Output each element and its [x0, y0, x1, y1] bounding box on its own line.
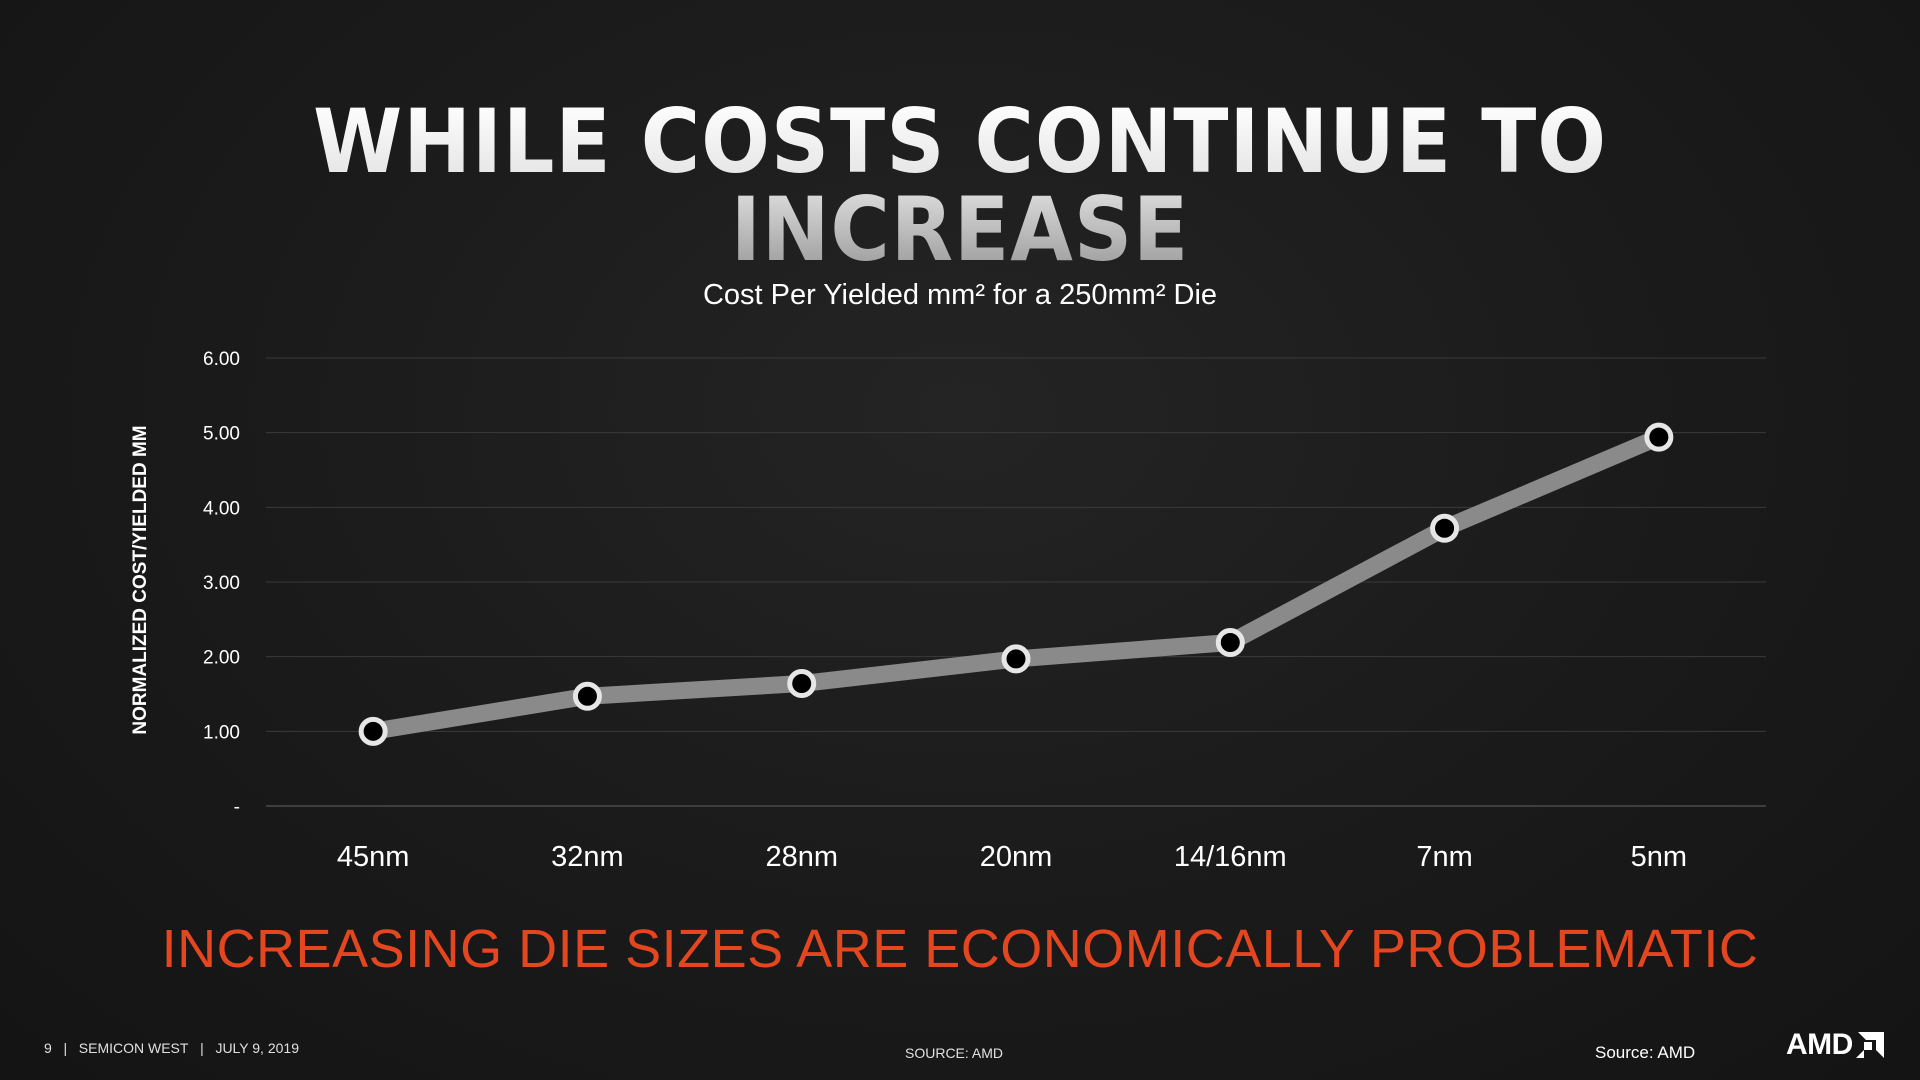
data-point: [1001, 644, 1031, 674]
data-point: [1215, 627, 1245, 657]
gridlines: [266, 357, 1766, 807]
amd-arrow-logo-icon: [1855, 1032, 1884, 1058]
y-tick-label: 4.00: [203, 498, 240, 519]
source-note-right: Source: AMD: [1595, 1043, 1696, 1062]
y-tick-label: 6.00: [203, 349, 240, 370]
event-name: SEMICON WEST: [78, 1040, 189, 1056]
y-tick-label: 3.00: [203, 573, 240, 594]
y-tick-label: 1.00: [203, 722, 240, 743]
y-tick-label: 5.00: [203, 424, 240, 445]
data-point: [1430, 513, 1460, 543]
event-date: JULY 9, 2019: [215, 1040, 299, 1056]
data-point: [572, 681, 602, 711]
amd-logo: AMD: [1786, 1030, 1884, 1060]
x-tick-label: 28nm: [765, 841, 838, 873]
x-tick-label: 20nm: [980, 841, 1053, 873]
slide-subtitle: INCREASING DIE SIZES ARE ECONOMICALLY PR…: [161, 919, 1759, 979]
footer-separator: |: [200, 1040, 204, 1056]
x-tick-label: 14/16nm: [1174, 841, 1287, 873]
y-tick-label: -: [234, 797, 240, 818]
data-point: [787, 669, 817, 699]
data-points: [358, 422, 1674, 746]
logo-text: AMD: [1786, 1028, 1853, 1061]
x-tick-label: 45nm: [337, 841, 410, 873]
footer: 9 | SEMICON WEST | JULY 9, 2019: [44, 1040, 299, 1056]
y-tick-label: 2.00: [203, 648, 240, 669]
footer-separator: |: [63, 1040, 68, 1056]
data-point: [1644, 422, 1674, 452]
series-line-path: [364, 428, 1668, 740]
x-tick-label: 32nm: [551, 841, 624, 873]
chart-title: Cost Per Yielded mm² for a 250mm² Die: [703, 279, 1217, 311]
page-number: 9: [44, 1040, 52, 1056]
x-tick-label: 5nm: [1631, 841, 1687, 873]
series-line: [364, 428, 1668, 740]
x-tick-labels: 45nm 32nm 28nm 20nm 14/16nm 7nm 5nm: [337, 841, 1687, 873]
y-axis-label: NORMALIZED COST/YIELDED MM: [130, 425, 151, 734]
data-point: [358, 716, 388, 746]
slide-title: WHILE COSTS CONTINUE TO INCREASE: [77, 98, 1843, 274]
x-tick-label: 7nm: [1416, 841, 1472, 873]
y-tick-labels: - 1.00 2.00 3.00 4.00 5.00 6.00: [203, 349, 240, 818]
source-note-center: SOURCE: AMD: [905, 1045, 1004, 1061]
